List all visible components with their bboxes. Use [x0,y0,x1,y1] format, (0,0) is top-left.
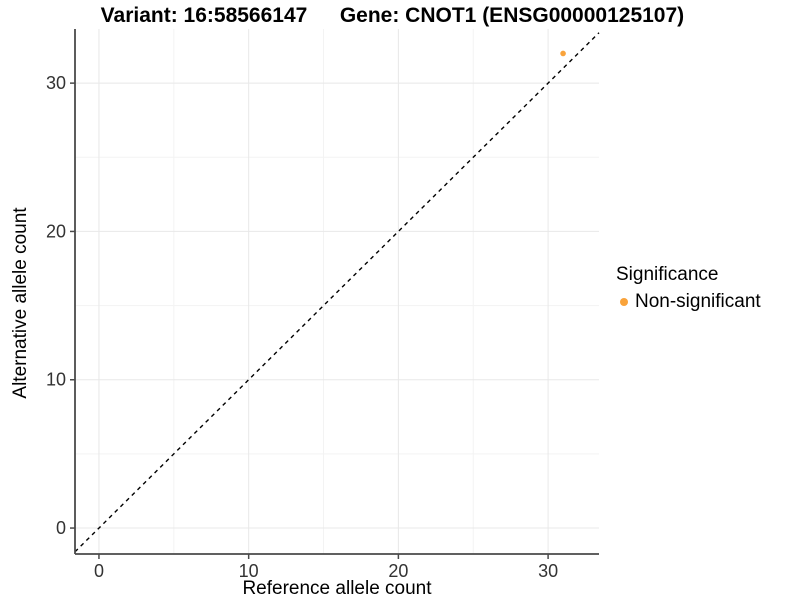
x-tick-label: 0 [94,561,104,581]
y-tick-label: 30 [46,73,66,93]
legend-item-label: Non-significant [635,291,761,312]
legend-item: Non-significant [616,291,761,313]
x-tick-label: 10 [239,561,259,581]
data-point [560,50,566,57]
identity-line [74,32,600,553]
legend: Significance Non-significant [616,264,761,313]
legend-point-icon [620,298,628,306]
y-tick-label: 0 [56,518,66,538]
x-tick-label: 30 [538,561,558,581]
legend-items: Non-significant [616,291,761,313]
y-tick-label: 20 [46,221,66,241]
plot-title-gene: Gene: CNOT1 (ENSG00000125107) [339,4,685,27]
y-axis-title: Alternative allele count [10,207,31,399]
x-axis-title: Reference allele count [242,578,432,599]
x-tick-label: 20 [388,561,408,581]
legend-title: Significance [616,264,719,285]
plot-title-variant: Variant: 16:58566147 [100,4,308,27]
y-tick-label: 10 [46,370,66,390]
